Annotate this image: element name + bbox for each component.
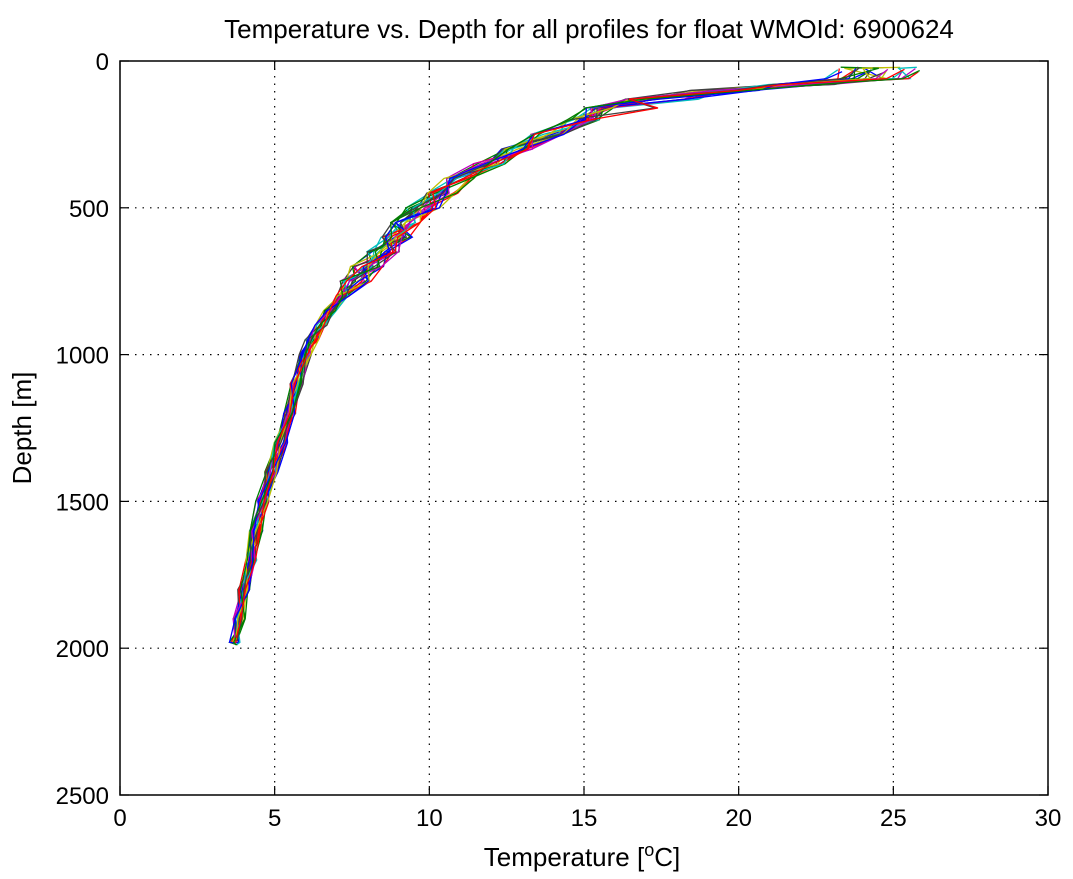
x-tick-label: 25 [880, 805, 907, 832]
profile-line [234, 68, 840, 639]
y-tick-label: 2500 [56, 783, 109, 810]
profile-line [232, 71, 903, 642]
y-tick-label: 500 [69, 196, 109, 223]
x-tick-label: 30 [1035, 805, 1062, 832]
profile-line [230, 70, 854, 644]
profile-line [232, 68, 889, 638]
profiles-group [228, 66, 920, 646]
axis-ticks: 0 5 10 15 20 25 30 0 500 1000 1500 2000 2500 [56, 49, 1062, 832]
profile-line [233, 66, 879, 641]
profile-line [232, 69, 920, 646]
x-axis-label: Temperature [oC] [484, 840, 680, 872]
x-tick-label: 0 [113, 805, 126, 832]
y-tick-label: 0 [96, 49, 109, 76]
x-axis-label-main: Temperature [ [484, 842, 645, 872]
x-axis-label-unit: C] [654, 842, 680, 872]
profile-line [235, 71, 886, 642]
x-tick-label: 10 [416, 805, 443, 832]
y-tick-label: 1500 [56, 489, 109, 516]
profile-line [234, 70, 870, 644]
x-tick-label: 20 [725, 805, 752, 832]
profile-line [228, 69, 856, 646]
profile-line [232, 66, 901, 640]
profile-line [234, 71, 919, 644]
profile-line [236, 70, 904, 645]
profile-line [235, 67, 873, 640]
profile-line [235, 68, 905, 639]
profile-line [235, 69, 872, 637]
y-tick-label: 1000 [56, 343, 109, 370]
grid-lines [120, 61, 1048, 795]
chart-title: Temperature vs. Depth for all profiles f… [224, 14, 954, 44]
profile-line [228, 71, 843, 644]
x-axis-label-superscript: o [644, 840, 654, 860]
profile-line [232, 68, 916, 638]
x-tick-label: 5 [268, 805, 281, 832]
x-tick-label: 15 [571, 805, 598, 832]
profile-line [236, 71, 869, 641]
y-tick-label: 2000 [56, 636, 109, 663]
profile-line [235, 66, 917, 641]
profile-line [231, 70, 887, 645]
y-axis-label: Depth [m] [7, 372, 37, 485]
profile-line [234, 68, 857, 639]
profile-line [234, 66, 885, 639]
profile-line [234, 69, 839, 645]
